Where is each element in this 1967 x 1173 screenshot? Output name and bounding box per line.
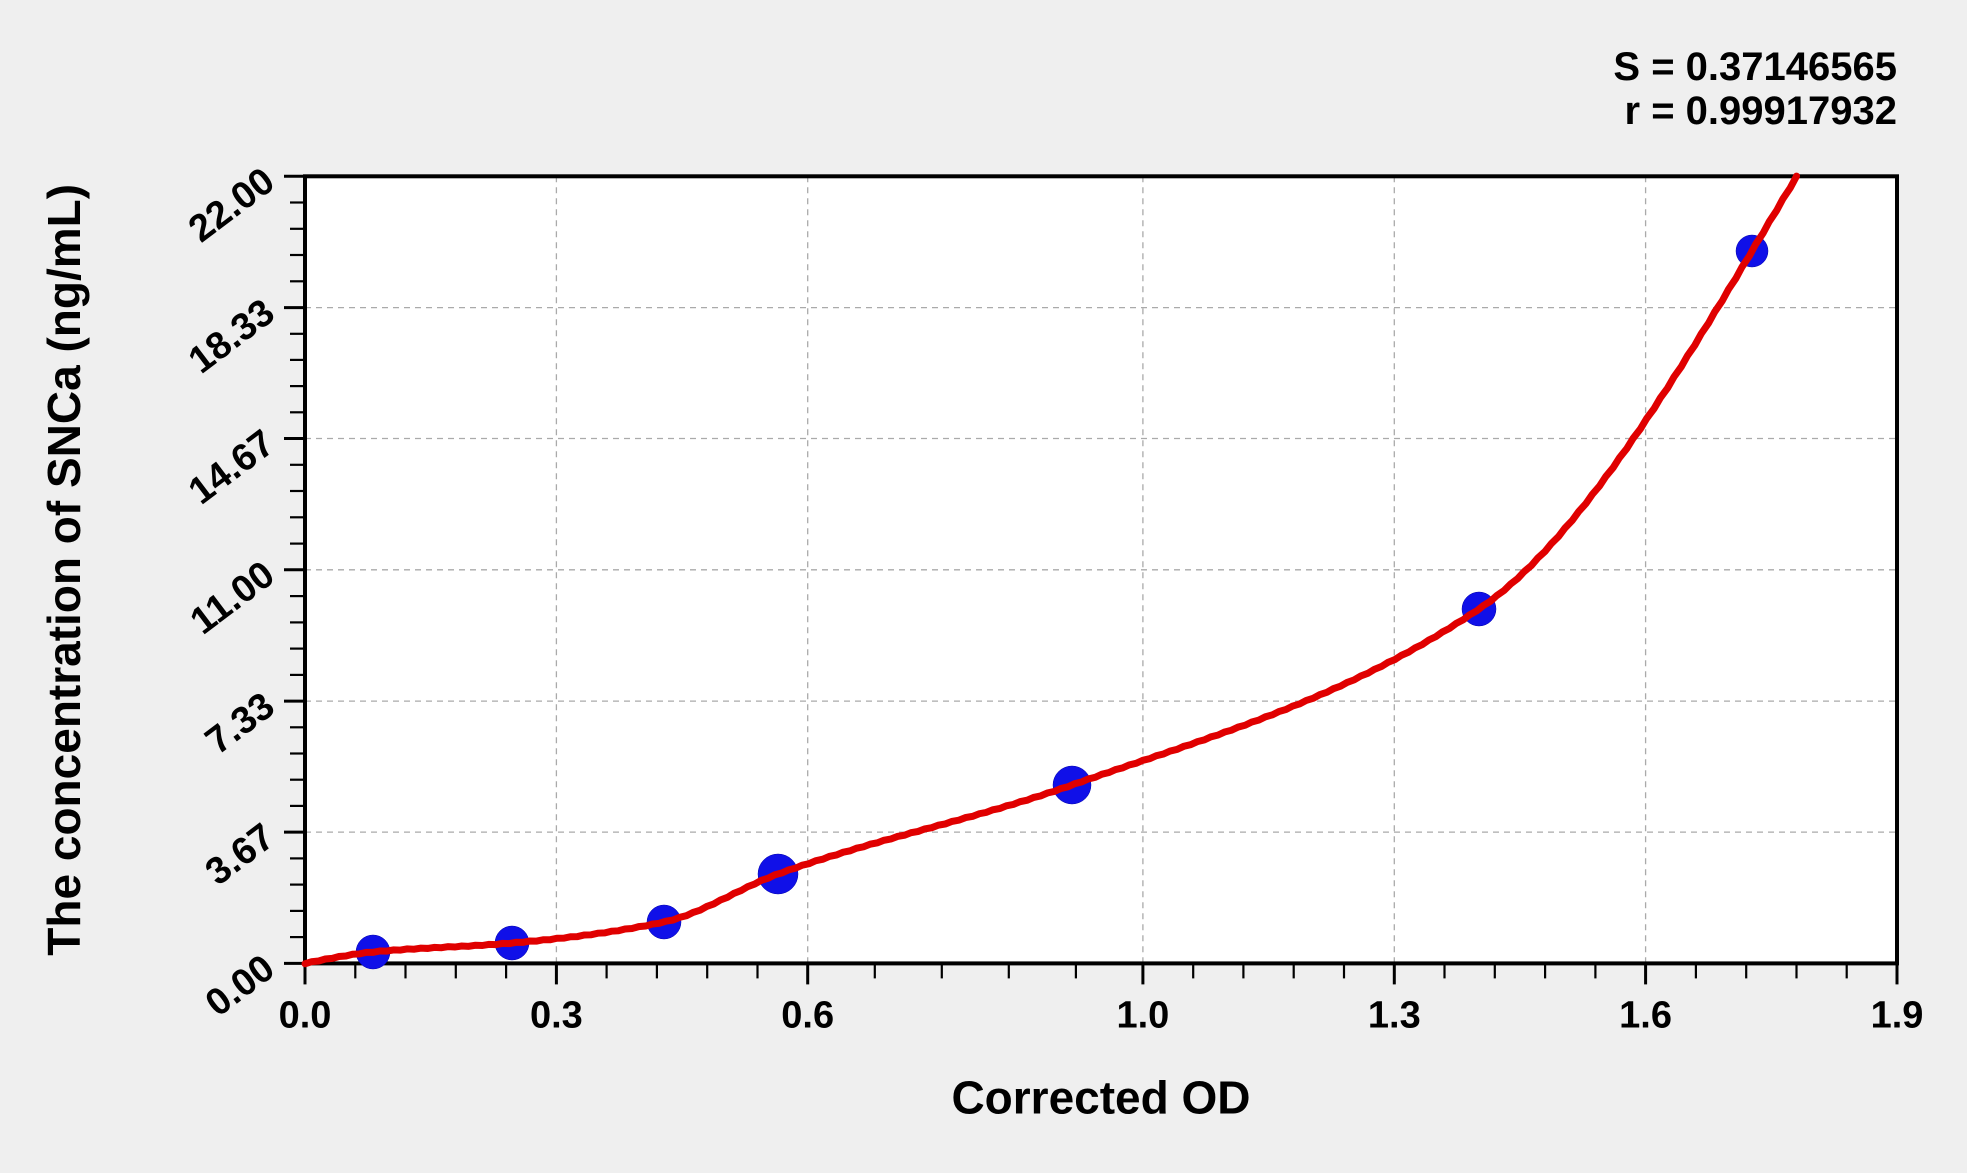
- svg-text:0.3: 0.3: [530, 994, 583, 1036]
- svg-text:S = 0.37146565: S = 0.37146565: [1613, 45, 1897, 89]
- svg-text:The concentration of SNCa (ng/: The concentration of SNCa (ng/mL): [38, 184, 90, 956]
- svg-text:1.0: 1.0: [1116, 994, 1169, 1036]
- svg-text:1.9: 1.9: [1871, 994, 1924, 1036]
- svg-text:0.0: 0.0: [279, 994, 332, 1036]
- svg-text:1.6: 1.6: [1619, 994, 1672, 1036]
- svg-text:r = 0.99917932: r = 0.99917932: [1625, 89, 1897, 133]
- svg-text:1.3: 1.3: [1368, 994, 1421, 1036]
- svg-text:0.6: 0.6: [781, 994, 834, 1036]
- svg-text:Corrected OD: Corrected OD: [951, 1071, 1250, 1123]
